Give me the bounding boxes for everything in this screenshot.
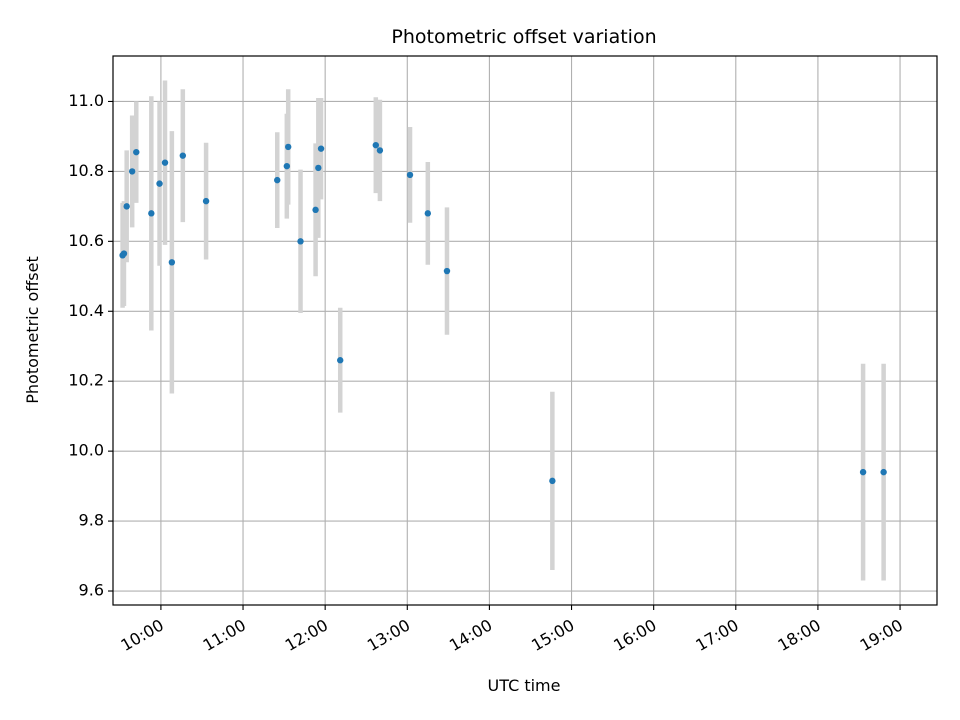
chart-title: Photometric offset variation — [391, 26, 656, 48]
data-point — [312, 206, 319, 214]
data-point — [168, 259, 176, 266]
y-tick-label: 9.6 — [79, 581, 104, 600]
data-point — [424, 210, 432, 217]
data-point — [283, 162, 291, 170]
plot-frame — [112, 55, 938, 606]
x-axis-title: UTC time — [488, 676, 561, 695]
y-tick-label: 10.8 — [68, 161, 104, 180]
y-axis-title: Photometric offset — [23, 256, 42, 404]
y-tick-label: 11.0 — [68, 91, 104, 110]
data-point — [443, 267, 451, 275]
data-point — [128, 168, 136, 175]
data-point — [285, 143, 292, 151]
data-point — [337, 357, 344, 364]
grid-lines — [113, 56, 937, 605]
data-point — [859, 468, 867, 476]
data-point — [179, 152, 187, 159]
data-point — [376, 147, 384, 154]
data-point — [156, 180, 163, 187]
data-point — [880, 468, 887, 476]
data-point — [133, 148, 140, 156]
data-point — [148, 210, 155, 217]
data-point — [202, 197, 210, 205]
y-tick-label: 10.2 — [68, 371, 104, 390]
y-tick-label: 10.4 — [68, 301, 104, 320]
data-point — [161, 159, 169, 166]
data-point — [372, 141, 380, 149]
data-point — [297, 238, 304, 245]
data-point — [123, 203, 130, 210]
data-point — [315, 164, 322, 172]
y-tick-label: 10.0 — [68, 441, 104, 460]
data-point — [317, 145, 325, 152]
data-points — [119, 141, 887, 485]
data-point — [406, 171, 414, 179]
data-point — [274, 176, 281, 184]
data-point — [120, 250, 128, 257]
y-axis-ticks: 9.6 9.8 10.0 10.2 10.4 10.6 10.8 11.0 — [68, 91, 113, 600]
y-tick-label: 9.8 — [79, 511, 104, 530]
y-tick-label: 10.6 — [68, 231, 104, 250]
data-point — [549, 477, 556, 485]
